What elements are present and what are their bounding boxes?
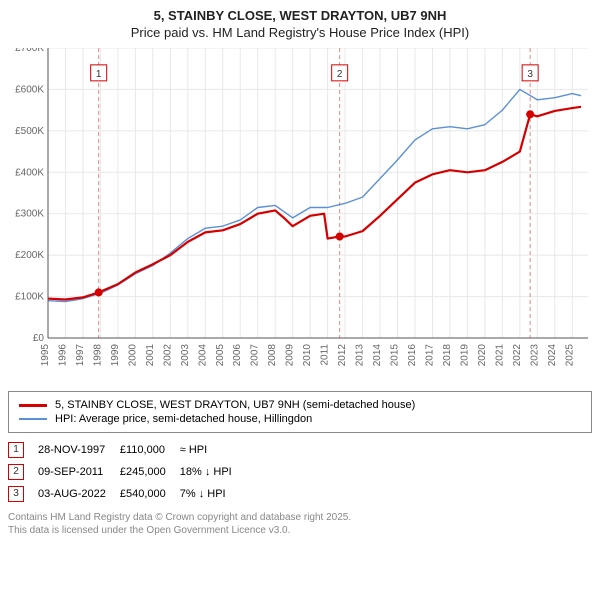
svg-text:£600K: £600K <box>15 84 44 95</box>
tx-note: 18% ↓ HPI <box>180 461 246 483</box>
svg-text:£0: £0 <box>33 333 45 344</box>
svg-text:2011: 2011 <box>320 344 331 366</box>
marker-box: 3 <box>8 486 24 502</box>
svg-text:£700K: £700K <box>15 48 44 54</box>
tx-price: £245,000 <box>120 461 180 483</box>
transaction-row: 3 03-AUG-2022£540,0007% ↓ HPI <box>8 483 246 505</box>
marker-box: 1 <box>8 442 24 458</box>
transaction-row: 1 28-NOV-1997£110,000≈ HPI <box>8 439 246 461</box>
legend-label-2: HPI: Average price, semi-detached house,… <box>55 413 312 425</box>
tx-price: £540,000 <box>120 483 180 505</box>
svg-text:2016: 2016 <box>407 344 418 367</box>
legend-label-1: 5, STAINBY CLOSE, WEST DRAYTON, UB7 9NH … <box>55 399 415 411</box>
svg-text:2024: 2024 <box>547 344 558 367</box>
svg-text:1998: 1998 <box>92 344 103 367</box>
title-line1: 5, STAINBY CLOSE, WEST DRAYTON, UB7 9NH <box>8 8 592 23</box>
tx-note: 7% ↓ HPI <box>180 483 246 505</box>
svg-text:3: 3 <box>527 69 533 80</box>
transaction-row: 2 09-SEP-2011£245,00018% ↓ HPI <box>8 461 246 483</box>
footnote: Contains HM Land Registry data © Crown c… <box>8 511 592 537</box>
svg-text:2019: 2019 <box>459 344 470 367</box>
svg-text:2000: 2000 <box>127 344 138 367</box>
svg-text:1999: 1999 <box>110 344 121 367</box>
svg-text:2017: 2017 <box>424 344 435 367</box>
svg-text:2010: 2010 <box>302 344 313 367</box>
title-line2: Price paid vs. HM Land Registry's House … <box>8 25 592 40</box>
legend-swatch-1 <box>19 404 47 407</box>
legend-swatch-2 <box>19 418 47 420</box>
svg-text:2009: 2009 <box>285 344 296 367</box>
svg-text:£400K: £400K <box>15 167 44 178</box>
svg-text:2013: 2013 <box>355 344 366 367</box>
svg-text:£100K: £100K <box>15 292 44 303</box>
svg-text:£200K: £200K <box>15 250 44 261</box>
marker-box: 2 <box>8 464 24 480</box>
svg-text:2020: 2020 <box>477 344 488 367</box>
svg-text:2: 2 <box>337 69 343 80</box>
svg-text:2022: 2022 <box>512 344 523 367</box>
svg-text:2012: 2012 <box>337 344 348 367</box>
svg-text:2008: 2008 <box>267 344 278 367</box>
svg-text:2004: 2004 <box>197 344 208 367</box>
svg-text:1: 1 <box>96 69 102 80</box>
tx-price: £110,000 <box>120 439 180 461</box>
legend-row-1: 5, STAINBY CLOSE, WEST DRAYTON, UB7 9NH … <box>19 398 581 412</box>
price-chart: £0 £100K £200K £300K £400K £500K £600K £700K 199… <box>8 48 592 378</box>
footnote-line1: Contains HM Land Registry data © Crown c… <box>8 511 592 524</box>
svg-text:2007: 2007 <box>250 344 261 367</box>
svg-text:£500K: £500K <box>15 126 44 137</box>
transactions-table: 1 28-NOV-1997£110,000≈ HPI 2 09-SEP-2011£24… <box>8 439 246 505</box>
svg-text:£300K: £300K <box>15 209 44 220</box>
tx-date: 09-SEP-2011 <box>38 461 120 483</box>
legend-row-2: HPI: Average price, semi-detached house,… <box>19 412 581 426</box>
svg-text:2003: 2003 <box>180 344 191 367</box>
legend-box: 5, STAINBY CLOSE, WEST DRAYTON, UB7 9NH … <box>8 391 592 433</box>
svg-text:2006: 2006 <box>232 344 243 367</box>
svg-text:1995: 1995 <box>40 344 51 367</box>
svg-text:2002: 2002 <box>162 344 173 367</box>
svg-text:1997: 1997 <box>75 344 86 367</box>
svg-text:2015: 2015 <box>390 344 401 367</box>
footnote-line2: This data is licensed under the Open Gov… <box>8 524 592 537</box>
svg-text:2005: 2005 <box>215 344 226 367</box>
svg-text:1996: 1996 <box>57 344 68 367</box>
svg-text:2001: 2001 <box>145 344 156 367</box>
tx-date: 03-AUG-2022 <box>38 483 120 505</box>
tx-date: 28-NOV-1997 <box>38 439 120 461</box>
svg-text:2018: 2018 <box>442 344 453 367</box>
tx-note: ≈ HPI <box>180 439 246 461</box>
svg-text:2025: 2025 <box>564 344 575 367</box>
svg-text:2014: 2014 <box>372 344 383 367</box>
svg-text:2021: 2021 <box>494 344 505 367</box>
svg-text:2023: 2023 <box>529 344 540 367</box>
